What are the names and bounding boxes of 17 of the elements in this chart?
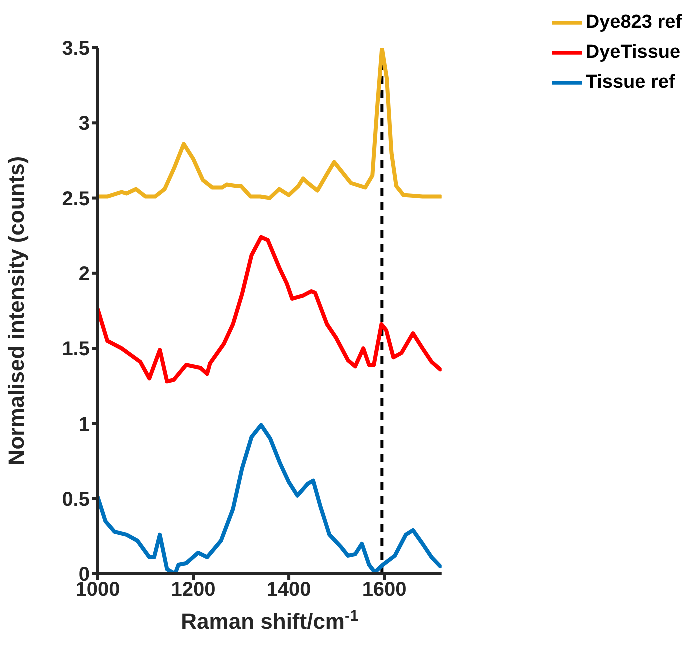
y-tick-label: 1.5 <box>62 338 90 361</box>
y-tick-label: 2.5 <box>62 188 90 210</box>
y-tick-label: 3 <box>78 113 90 136</box>
x-tick-label: 1200 <box>171 579 216 602</box>
legend-label: Tissue ref <box>586 72 676 94</box>
y-tick-label: 2 <box>78 264 90 286</box>
y-tick-label: 3.5 <box>62 38 90 60</box>
y-tick-label: 0.5 <box>62 488 90 511</box>
x-tick-label: 1600 <box>362 579 407 602</box>
x-axis-title: Raman shift/cm$^{-1}$ <box>181 608 360 634</box>
y-axis-title: Normalised intensity (counts) <box>4 156 29 466</box>
x-tick-label: 1400 <box>266 579 312 602</box>
y-tick-label: 1 <box>78 414 90 436</box>
line-series <box>98 48 442 200</box>
legend-label: Dye823 ref <box>586 12 682 34</box>
line-series <box>98 235 442 384</box>
legend-label: DyeTissue <box>586 42 681 64</box>
